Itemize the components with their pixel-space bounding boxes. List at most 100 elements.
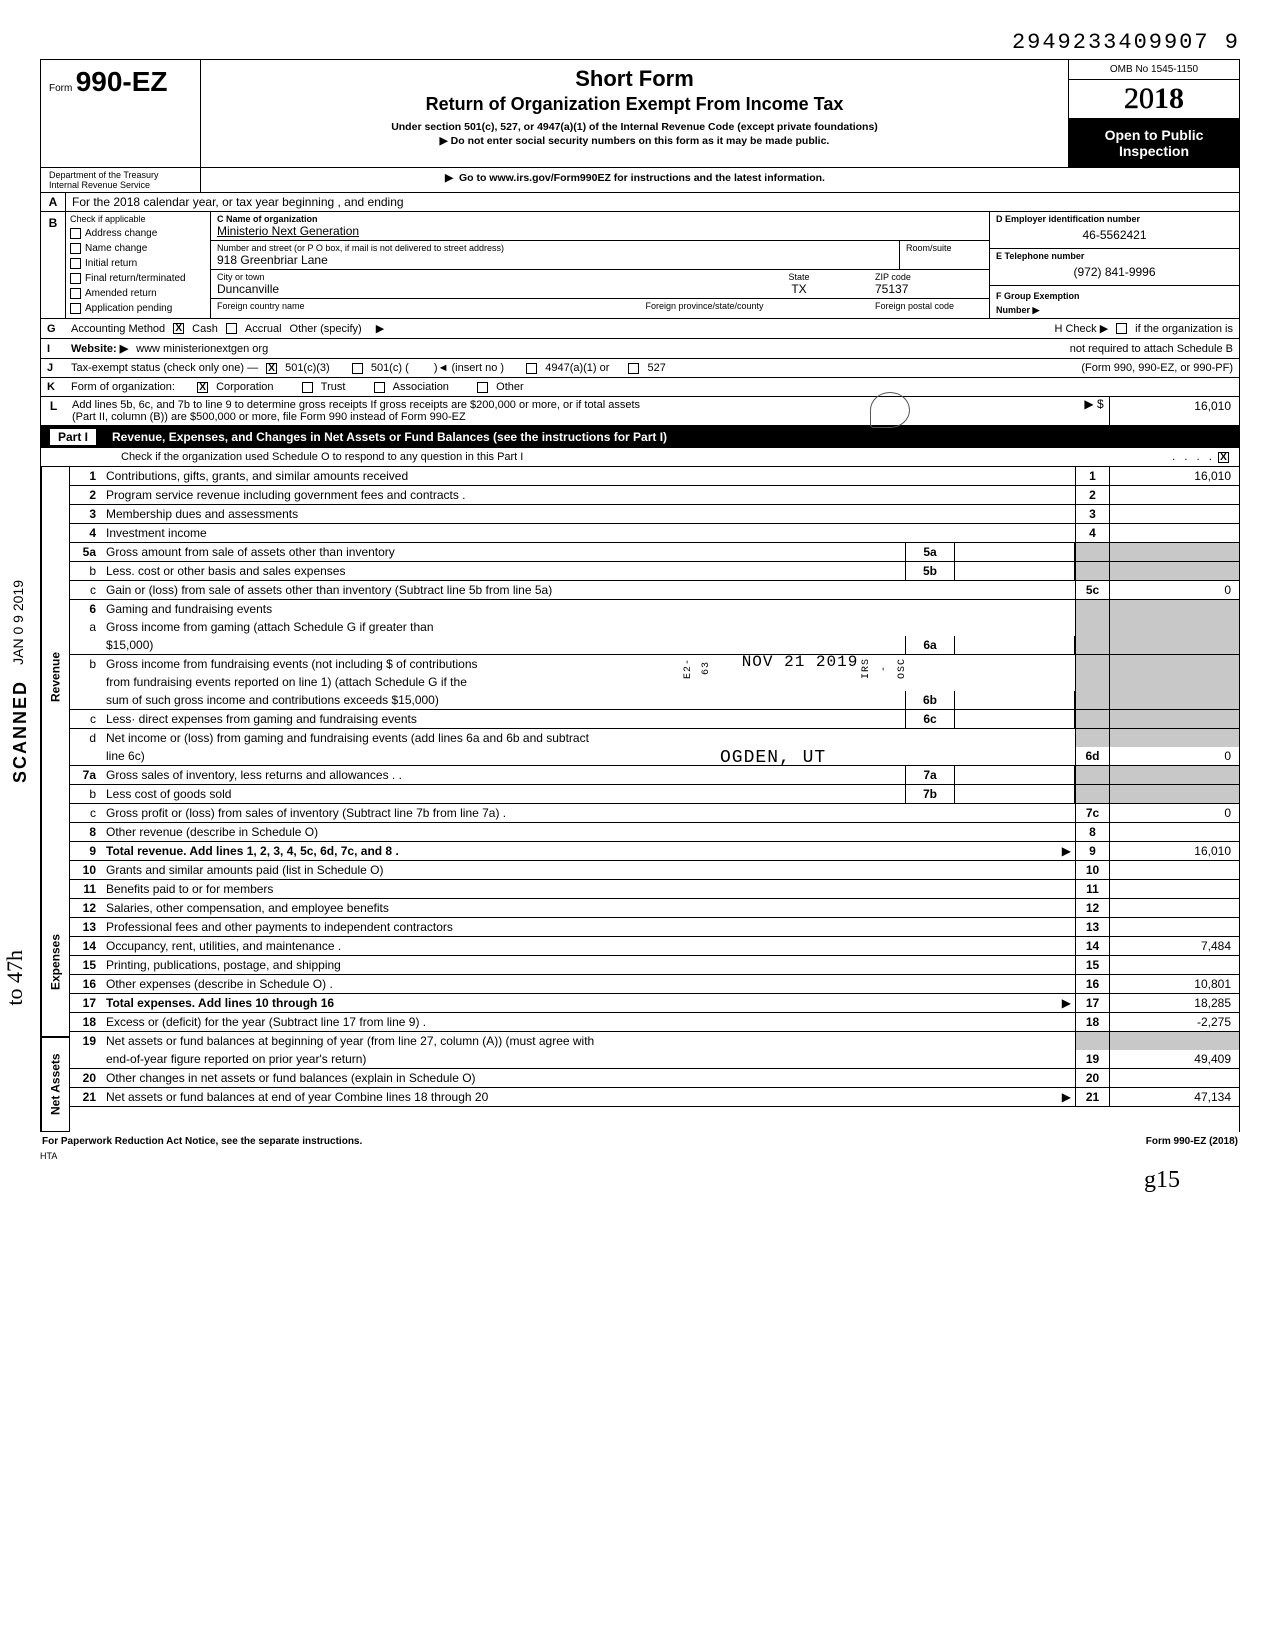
line-5b: b Less. cost or other basis and sales ex… (70, 562, 1239, 581)
form-of-org-label: Form of organization: (71, 381, 175, 393)
phone-cell: E Telephone number (972) 841-9996 (990, 249, 1239, 286)
dept-cell: Department of the Treasury Internal Reve… (41, 168, 201, 192)
line-16: 16 Other expenses (describe in Schedule … (70, 975, 1239, 994)
ein-label: D Employer identification number (996, 214, 1233, 224)
tax-exempt-label: Tax-exempt status (check only one) — (71, 362, 258, 374)
row-g: G Accounting Method XCash Accrual Other … (40, 319, 1240, 339)
line-14-value: 7,484 (1109, 937, 1239, 955)
chk-h[interactable] (1116, 323, 1127, 334)
line-6d-1: d Net income or (loss) from gaming and f… (70, 729, 1239, 747)
chk-other-org[interactable] (477, 382, 488, 393)
other-method-label: Other (specify) (290, 323, 362, 335)
state-cell: State TX (729, 270, 869, 298)
header-line2: ▶ Do not enter social security numbers o… (211, 135, 1058, 147)
open-label: Open to Public (1105, 127, 1204, 143)
line-18-value: -2,275 (1109, 1013, 1239, 1031)
open-to-public: Open to Public Inspection (1069, 119, 1239, 167)
header-line3: Go to www.irs.gov/Form990EZ for instruct… (459, 172, 825, 184)
part1-title: Revenue, Expenses, and Changes in Net As… (112, 430, 667, 444)
inspection-label: Inspection (1119, 143, 1189, 159)
chk-501c[interactable] (352, 363, 363, 374)
chk-4947[interactable] (526, 363, 537, 374)
l-text2: (Part II, column (B)) are $500,000 or mo… (72, 411, 466, 423)
zip-cell: ZIP code 75137 (869, 270, 989, 298)
l-value: 16,010 (1109, 397, 1239, 425)
expenses-label: Expenses (41, 887, 69, 1037)
chk-schedule-o[interactable]: X (1218, 452, 1229, 463)
line-7c: c Gross profit or (loss) from sales of i… (70, 804, 1239, 823)
chk-final-return[interactable]: Final return/terminated (66, 271, 210, 286)
city-row: City or town Duncanville State TX ZIP co… (211, 270, 989, 299)
line-l-desc: Add lines 5b, 6c, and 7b to line 9 to de… (66, 397, 1079, 425)
line-20: 20 Other changes in net assets or fund b… (70, 1069, 1239, 1088)
chk-501c3[interactable]: X (266, 363, 277, 374)
line-4: 4 Investment income 4 (70, 524, 1239, 543)
l-text1: Add lines 5b, 6c, and 7b to line 9 to de… (72, 399, 640, 411)
org-name-label: C Name of organization (217, 214, 983, 224)
part1-label: Part I (50, 429, 96, 445)
footer-right: Form 990-EZ (2018) (1146, 1136, 1238, 1147)
form-990-ref: (Form 990, 990-EZ, or 990-PF) (1081, 362, 1233, 374)
row-k: K Form of organization: XCorporation Tru… (40, 378, 1240, 397)
line-7c-value: 0 (1109, 804, 1239, 822)
line-6b-1: b Gross income from fundraising events (… (70, 655, 1239, 673)
other-org-label: Other (496, 381, 524, 393)
right-column: D Employer identification number 46-5562… (989, 212, 1239, 318)
city-value: Duncanville (217, 282, 723, 296)
form-id-cell: Form 990-EZ (41, 60, 201, 167)
line-18: 18 Excess or (deficit) for the year (Sub… (70, 1013, 1239, 1032)
dept-l1: Department of the Treasury (49, 170, 159, 180)
527-label: 527 (647, 362, 665, 374)
line-11: 11 Benefits paid to or for members 11 (70, 880, 1239, 899)
chk-initial-return[interactable]: Initial return (66, 256, 210, 271)
line-14: 14 Occupancy, rent, utilities, and maint… (70, 937, 1239, 956)
chk-corp[interactable]: X (197, 382, 208, 393)
line-5c: c Gain or (loss) from sale of assets oth… (70, 581, 1239, 600)
accrual-label: Accrual (245, 323, 282, 335)
handwritten-initial (870, 392, 910, 428)
street-cell: Number and street (or P O box, if mail i… (211, 241, 899, 269)
revenue-label: Revenue (41, 467, 69, 887)
chk-527[interactable] (628, 363, 639, 374)
chk-name-change[interactable]: Name change (66, 241, 210, 256)
phone-value: (972) 841-9996 (996, 261, 1233, 283)
line-17: 17 Total expenses. Add lines 10 through … (70, 994, 1239, 1013)
line-21: 21 Net assets or fund balances at end of… (70, 1088, 1239, 1107)
line-9: 9 Total revenue. Add lines 1, 2, 3, 4, 5… (70, 842, 1239, 861)
hta-label: HTA (40, 1151, 1240, 1161)
state-value: TX (731, 282, 867, 296)
tax-year: 2018 (1069, 80, 1239, 119)
street-value: 918 Greenbriar Lane (217, 253, 893, 267)
trust-label: Trust (321, 381, 346, 393)
grid-rows: 1 Contributions, gifts, grants, and simi… (69, 467, 1240, 1132)
chk-cash[interactable]: X (173, 323, 184, 334)
chk-trust[interactable] (302, 382, 313, 393)
501c3-label: 501(c)(3) (285, 362, 330, 374)
line-3: 3 Membership dues and assessments 3 (70, 505, 1239, 524)
letter-k: K (47, 381, 63, 393)
footer: For Paperwork Reduction Act Notice, see … (40, 1132, 1240, 1151)
chk-address-change[interactable]: Address change (66, 226, 210, 241)
letter-g: G (47, 323, 63, 335)
form-number: 990-EZ (76, 66, 168, 97)
form-title: Short Form (211, 66, 1058, 92)
street-row: Number and street (or P O box, if mail i… (211, 241, 989, 270)
phone-label: E Telephone number (996, 251, 1233, 261)
chk-amended-return[interactable]: Amended return (66, 286, 210, 301)
insert-no-label: )◄ (insert no ) (434, 362, 504, 374)
letter-j: J (47, 362, 63, 374)
line-15: 15 Printing, publications, postage, and … (70, 956, 1239, 975)
header-line1: Under section 501(c), 527, or 4947(a)(1)… (211, 121, 1058, 133)
chk-assoc[interactable] (374, 382, 385, 393)
website-value: www ministerionextgen org (136, 343, 268, 355)
chk-accrual[interactable] (226, 323, 237, 334)
row-j: J Tax-exempt status (check only one) — X… (40, 359, 1240, 378)
ein-cell: D Employer identification number 46-5562… (990, 212, 1239, 249)
row-i: I Website: ▶ www ministerionextgen org n… (40, 339, 1240, 359)
org-info: C Name of organization Ministerio Next G… (211, 212, 989, 318)
group-ex-label: F Group Exemption (996, 291, 1080, 301)
line-19-1: 19 Net assets or fund balances at beginn… (70, 1032, 1239, 1050)
line-a-text: For the 2018 calendar year, or tax year … (66, 193, 1239, 211)
foreign-country: Foreign country name (211, 299, 540, 313)
chk-application-pending[interactable]: Application pending (66, 301, 210, 316)
